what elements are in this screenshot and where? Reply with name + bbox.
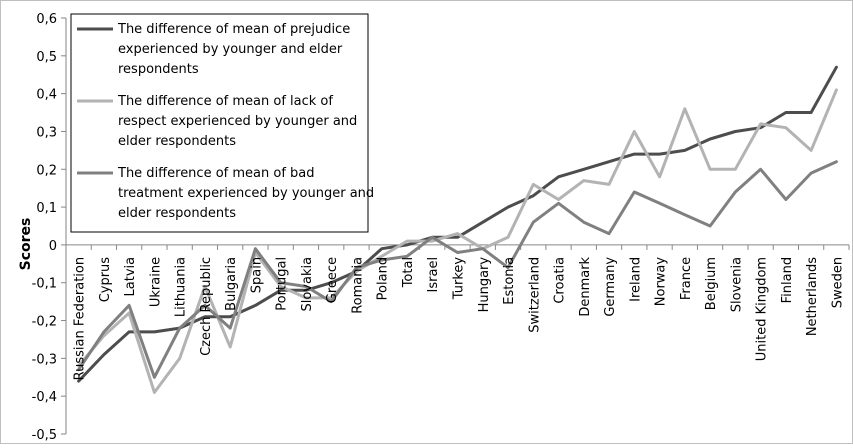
y-tick-label: -0,3 (32, 352, 57, 367)
category-label: Slovenia (729, 257, 744, 312)
category-label: Denmark (578, 256, 593, 316)
category-label: Greece (325, 257, 340, 303)
legend-entry-1: The difference of mean of prejudice exper… (117, 22, 350, 77)
y-tick-label: 0,6 (36, 12, 57, 27)
category-label: Bulgaria (224, 257, 239, 311)
category-label: Poland (376, 257, 391, 300)
legend-box (70, 13, 369, 233)
y-tick-label: 0 (49, 239, 57, 254)
category-label: Latvia (123, 257, 138, 297)
y-axis: 0,6 0,5 0,4 0,3 0,2 0,1 0 -0,1 -0,2 -0,3 -0,4 -0,5 (32, 12, 67, 443)
series-line-1 (77, 65, 838, 383)
category-label: Switzerland (527, 257, 542, 333)
category-label: Norway (654, 257, 669, 307)
y-axis-title: Scores (18, 218, 34, 271)
y-tick-label: 0,5 (36, 50, 57, 65)
y-tick-label: 0,2 (36, 163, 57, 178)
series-line-3 (77, 160, 838, 379)
category-label: Sweden (830, 257, 845, 308)
category-label: Spain (249, 257, 264, 293)
category-label: Croatia (553, 257, 568, 304)
category-label: Russian Federation (73, 257, 88, 380)
category-label: Turkey (452, 257, 467, 301)
legend-entry-3: The difference of mean of bad treatment e… (117, 166, 374, 221)
category-label: Estonia (502, 257, 517, 305)
category-label: Finland (780, 257, 795, 303)
y-tick-label: 0,3 (36, 125, 57, 140)
y-tick-label: 0,4 (36, 88, 57, 103)
y-tick-label: -0,4 (32, 390, 57, 405)
category-label: Germany (603, 257, 618, 317)
y-tick-label: 0,1 (36, 201, 57, 216)
category-label: Belgium (704, 257, 719, 310)
y-tick-label: -0,5 (32, 428, 57, 443)
series-line-2 (77, 88, 838, 394)
category-label: France (679, 257, 694, 300)
category-label: Hungary (477, 257, 492, 313)
category-label: Ukraine (148, 257, 163, 307)
legend: The difference of mean of prejudice exper… (70, 13, 374, 233)
legend-entry-2: The difference of mean of lack of respect… (117, 94, 357, 149)
category-label: Israel (426, 257, 441, 293)
category-label: Netherlands (805, 257, 820, 336)
series-group (77, 65, 838, 394)
category-label: United Kingdom (755, 257, 770, 361)
category-label: Portugal (275, 257, 290, 311)
category-label: Ireland (628, 257, 643, 302)
category-label: Czech Republic (199, 257, 214, 356)
category-label: Slovakia (300, 257, 315, 312)
category-label: Lithuania (174, 257, 189, 317)
category-label: Total (401, 257, 416, 288)
category-labels: Russian Federation Cyprus Latvia Ukraine Lit… (73, 256, 846, 380)
category-label: Romania (350, 257, 365, 314)
category-label: Cyprus (98, 257, 113, 303)
y-tick-label: -0,1 (32, 277, 57, 292)
y-tick-label: -0,2 (32, 315, 57, 330)
